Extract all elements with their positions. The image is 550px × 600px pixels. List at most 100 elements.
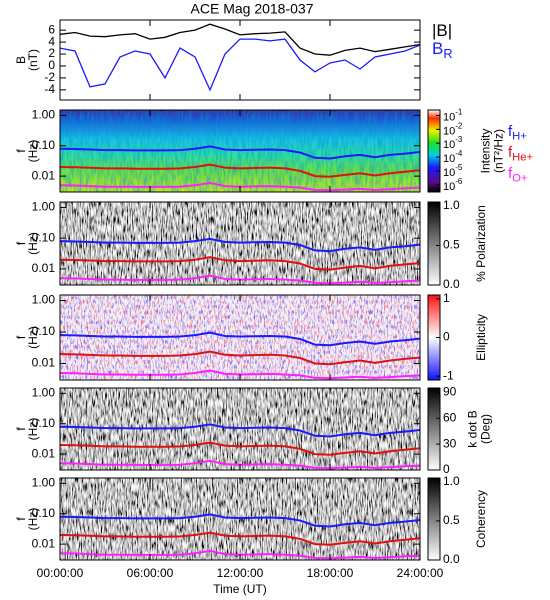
y-axis-label: (Hz) [26,140,40,163]
series-line [60,531,420,546]
colorbar [427,109,441,193]
colorbar-tick-label: 0.5 [443,238,460,252]
series-line [60,441,420,456]
series-line [60,423,420,438]
x-tick-label: 06:00:00 [127,566,174,580]
colorbar [427,387,441,471]
series-line [60,23,420,56]
colorbar-tick-label: 0 [443,330,450,344]
y-tick-label: 1.00 [32,293,56,307]
tick-base: 10 [443,139,455,151]
y-axis-label: f [14,241,28,245]
y-tick-label: 2 [48,46,55,60]
y-axis-label: (Hz) [26,232,40,255]
legend-label: |B| [432,21,452,40]
y-tick-label: 0.10 [32,506,56,520]
y-axis-label: (Hz) [26,508,40,531]
plot-frame [59,19,421,101]
tick-exponent: -6 [455,177,463,186]
tick-base: 10 [443,153,455,165]
legend-subscript: O+ [512,172,528,184]
y-tick-label: 0.01 [32,536,56,550]
legend-name: |B| [432,21,452,40]
y-tick-label: 0 [48,58,55,72]
series-line [60,163,420,178]
y-tick-label: 0.10 [32,416,56,430]
series-line [60,350,420,366]
x-axis-label: Time (UT) [213,582,267,596]
colorbar-tick-label: 10-3 [443,135,463,151]
y-tick-label: 0.01 [32,446,56,460]
y-axis-label: (Hz) [26,326,40,349]
legend-subscript: He+ [512,151,533,163]
legend-name: B [432,39,443,58]
colorbar-tick-label: 60 [443,410,457,424]
colorbar-label: Ellipticity [474,314,488,361]
series-line [60,237,420,253]
y-axis-label: (nT) [26,49,40,71]
colorbar-tick-label: 1 [443,291,450,305]
colorbar-label: k dot B [466,410,480,447]
colorbar-tick-label: 90 [443,384,457,398]
colorbar-label: (nT²/Hz) [492,129,506,173]
legend-name: f [508,123,513,140]
series-line [60,513,420,528]
legend-name: f [508,165,513,182]
tick-exponent: -3 [455,135,463,144]
y-tick-label: 6 [48,22,55,36]
x-tick-label: 00:00:00 [37,566,84,580]
series-line [60,331,420,347]
y-tick-label: 0.10 [32,324,56,338]
colorbar-tick-label: 0 [443,462,450,476]
y-axis-label: f [14,335,28,339]
x-tick-label: 12:00:00 [217,566,264,580]
colorbar-tick-label: -1 [443,368,454,382]
y-tick-label: 0.01 [32,261,56,275]
tick-exponent: -2 [455,121,463,130]
tick-base: 10 [443,111,455,123]
y-tick-label: 1.00 [32,476,56,490]
colorbar-tick-label: 10-4 [443,149,463,165]
colorbar-tick-label: 30 [443,436,457,450]
colorbar-label: Coherency [474,490,488,548]
y-tick-label: 0.01 [32,356,56,370]
tick-exponent: -1 [455,108,463,117]
y-axis-label: f [14,149,28,153]
colorbar-tick-label: 0.0 [443,552,460,566]
colorbar-tick-label: 10-6 [443,177,463,193]
legend-subscript: H+ [512,130,527,142]
tick-base: 10 [443,167,455,179]
x-tick-label: 24:00:00 [397,566,444,580]
y-tick-label: -2 [44,70,55,84]
legend-name: f [508,144,513,161]
tick-base: 10 [443,181,455,193]
y-tick-label: -4 [44,82,55,96]
y-tick-label: 1.00 [32,386,56,400]
legend-label: fH+ [508,123,527,143]
legend-label: fO+ [508,165,528,185]
y-tick-label: 4 [48,34,55,48]
series-line [60,38,420,92]
chart-title: ACE Mag 2018-037 [191,1,314,17]
colorbar-tick-label: 0.0 [443,277,460,291]
colorbar-tick-label: 0.5 [443,513,460,527]
colorbar-tick-label: 1.0 [443,198,460,212]
colorbar-tick-label: 1.0 [443,474,460,488]
tick-exponent: -4 [455,149,463,158]
colorbar-label: (Deg) [479,414,493,444]
legend-subscript: R [443,46,452,61]
y-axis-label: f [14,427,28,431]
series-line [60,256,420,271]
colorbar [427,201,441,286]
colorbar-tick-label: 10-5 [443,163,463,179]
y-axis-label: (Hz) [26,418,40,441]
x-tick-label: 18:00:00 [307,566,354,580]
series-line [60,145,420,160]
y-tick-label: 1.00 [32,108,56,122]
colorbar [427,477,441,561]
tick-exponent: -5 [455,163,463,172]
y-tick-label: 1.00 [32,200,56,214]
tick-base: 10 [443,125,455,137]
colorbar-tick-label: 10-2 [443,121,463,137]
